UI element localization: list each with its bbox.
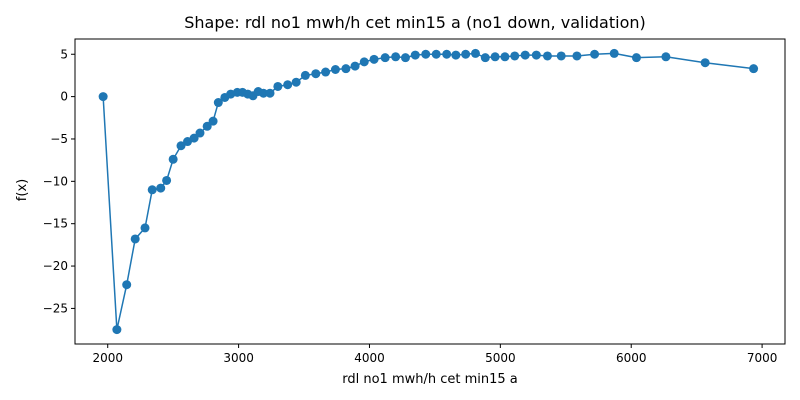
data-point [130, 234, 140, 244]
data-point [195, 128, 205, 138]
data-point [147, 185, 157, 195]
data-point [283, 80, 293, 90]
x-tick-label: 4000 [354, 351, 385, 365]
plot-area [74, 38, 786, 345]
data-point [442, 49, 452, 59]
data-point [749, 64, 759, 74]
data-point [258, 88, 268, 98]
data-point [291, 77, 301, 87]
y-tick-label: −25 [43, 301, 68, 315]
data-point [480, 53, 490, 63]
data-point [431, 49, 441, 59]
data-point [359, 57, 369, 67]
data-point [590, 49, 600, 59]
data-point [122, 280, 132, 290]
data-point [500, 52, 510, 62]
x-tick-label: 3000 [223, 351, 254, 365]
y-tick-label: −10 [43, 174, 68, 188]
data-point [341, 64, 351, 74]
x-tick-label: 5000 [485, 351, 516, 365]
x-tick-label: 7000 [747, 351, 778, 365]
data-point [609, 48, 619, 58]
data-point [451, 50, 461, 60]
data-point [631, 53, 641, 63]
data-point [202, 121, 212, 131]
x-tick-label: 2000 [92, 351, 123, 365]
data-point [520, 50, 530, 60]
data-point [461, 49, 471, 59]
data-point [112, 325, 122, 335]
y-axis-ticks: −25 −20 −15 −10 −5 0 5 [43, 47, 75, 315]
data-point [176, 141, 186, 151]
data-point [156, 183, 166, 193]
x-axis-label: rdl no1 mwh/h cet min15 a [342, 372, 518, 387]
series-layer [98, 48, 759, 335]
data-point [490, 52, 500, 62]
data-point [273, 81, 283, 91]
data-point [189, 133, 199, 143]
data-point [265, 88, 275, 98]
y-tick-label: −20 [43, 259, 68, 273]
plot-frame [74, 38, 786, 345]
chart-title: Shape: rdl no1 mwh/h cet min15 a (no1 do… [184, 13, 646, 32]
data-point [661, 52, 671, 62]
data-point [321, 67, 331, 77]
data-point [208, 116, 218, 126]
y-tick-label: 0 [60, 90, 68, 104]
data-point [330, 65, 340, 74]
data-point [556, 51, 566, 61]
data-point [470, 48, 480, 58]
data-point [168, 154, 178, 164]
data-point [700, 58, 710, 68]
data-point [391, 52, 401, 62]
data-point [410, 50, 420, 60]
data-point [400, 53, 410, 63]
data-point [350, 61, 360, 71]
data-point [162, 175, 172, 185]
y-tick-label: 5 [60, 47, 68, 61]
data-point [311, 69, 321, 79]
data-point [531, 50, 541, 60]
x-axis-ticks: 2000 3000 4000 5000 6000 7000 [92, 344, 777, 365]
y-tick-label: −5 [50, 132, 68, 146]
data-point [140, 223, 150, 233]
data-point [421, 49, 431, 59]
data-point [369, 54, 379, 64]
data-point [98, 92, 108, 102]
data-point [542, 51, 552, 61]
data-point [510, 51, 520, 61]
y-axis-label: f(x) [15, 179, 30, 201]
data-point [300, 70, 310, 80]
x-tick-label: 6000 [616, 351, 647, 365]
y-tick-label: −15 [43, 217, 68, 231]
data-point [380, 53, 390, 63]
data-point [213, 98, 223, 108]
data-point [572, 51, 582, 61]
